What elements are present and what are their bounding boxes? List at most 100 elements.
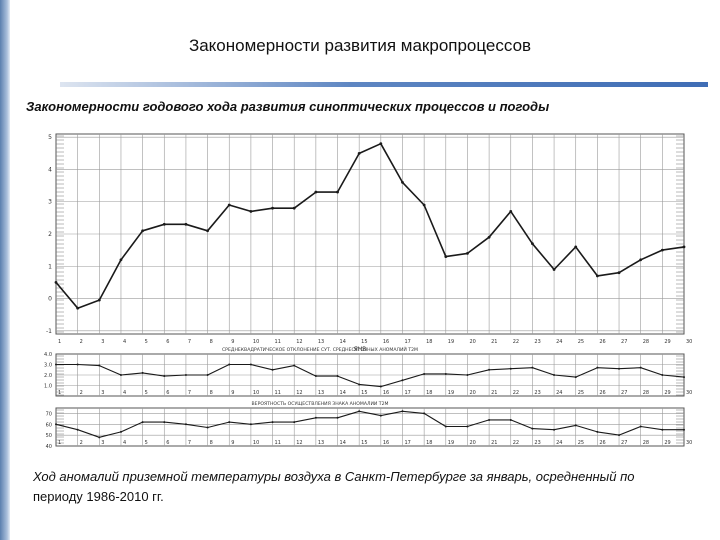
- std-xtick-label: 7: [188, 390, 191, 396]
- prob-data-point: [271, 421, 274, 424]
- prob-xtick-label: 30: [686, 440, 692, 446]
- std-xtick-label: 6: [166, 390, 169, 396]
- caption-period: периоду 1986-2010 гг.: [33, 489, 164, 504]
- std-xtick-label: 21: [491, 390, 497, 396]
- main-xtick-label: 11: [275, 339, 281, 345]
- main-data-point: [595, 274, 599, 278]
- prob-data-point: [618, 434, 621, 437]
- main-xtick-label: 17: [404, 339, 410, 345]
- title-underline: [60, 82, 708, 87]
- main-ytick-label: 1: [48, 263, 52, 270]
- prob-frame: [55, 407, 685, 447]
- prob-xtick-label: 16: [383, 440, 389, 446]
- prob-data-point: [314, 416, 317, 419]
- main-xtick-label: 13: [318, 339, 324, 345]
- prob-data-point: [574, 424, 577, 427]
- std-data-point: [314, 375, 317, 378]
- std-data-point: [466, 374, 469, 376]
- prob-xtick-label: 9: [231, 440, 234, 446]
- main-xtick-label: 23: [534, 339, 540, 345]
- std-xtick-label: 30: [686, 390, 692, 396]
- prob-data-point: [55, 423, 57, 426]
- prob-xtick-label: 27: [621, 440, 627, 446]
- prob-xtick-label: 12: [296, 440, 302, 446]
- caption-italic: Ход аномалий приземной температуры возду…: [33, 469, 635, 484]
- prob-xtick-label: 25: [578, 440, 584, 446]
- main-xaxis-label: ЯНВ: [354, 346, 367, 353]
- slide-title: Закономерности развития макропроцессов: [188, 36, 532, 55]
- prob-data-point: [639, 425, 642, 428]
- prob-data-point: [206, 426, 209, 429]
- std-ytick-label: 4.0: [44, 352, 52, 358]
- prob-xtick-label: 13: [318, 440, 324, 446]
- prob-data-point: [509, 418, 512, 421]
- prob-ytick-label: 50: [46, 433, 52, 439]
- std-xtick-label: 23: [534, 390, 540, 396]
- std-xtick-label: 4: [123, 390, 126, 396]
- prob-xtick-label: 18: [426, 440, 432, 446]
- std-xtick-label: 10: [253, 390, 259, 396]
- main-ytick-label: 3: [48, 199, 52, 206]
- prob-data-point: [531, 427, 534, 430]
- main-xtick-label: 20: [469, 339, 475, 345]
- std-series-line: [56, 363, 685, 388]
- main-xtick-label: 10: [253, 339, 259, 345]
- chart-figure: -1 0 1 2 3 4 5 1 2 3 4 5 6 7 8 9 10 11 12 13 14 15 16 17 18 19 20 2…: [40, 128, 700, 454]
- main-xtick-label: 19: [448, 339, 454, 345]
- prob-xtick-label: 19: [448, 440, 454, 446]
- prob-data-point: [401, 410, 404, 413]
- main-xtick-label: 22: [513, 339, 519, 345]
- prob-xtick-label: 22: [513, 440, 519, 446]
- prob-data-point: [98, 436, 101, 439]
- std-data-point: [423, 372, 426, 375]
- main-data-point: [141, 229, 145, 233]
- prob-data-point: [293, 421, 296, 424]
- std-xtick-label: 29: [664, 390, 670, 396]
- prob-xtick-label: 24: [556, 440, 562, 446]
- prob-data-point: [76, 428, 79, 431]
- std-data-point: [293, 364, 296, 367]
- main-data-point: [271, 206, 274, 210]
- std-xtick-label: 11: [275, 390, 281, 396]
- std-xtick-label: 19: [448, 390, 454, 396]
- main-xtick-label: 15: [361, 339, 367, 345]
- std-xtick-label: 1: [58, 390, 61, 396]
- main-data-point: [206, 229, 209, 233]
- main-data-point: [682, 245, 686, 249]
- main-xtick-label: 7: [188, 339, 191, 345]
- prob-data-point: [249, 423, 252, 426]
- std-xtick-label: 3: [101, 390, 104, 396]
- main-xtick-label: 9: [231, 339, 234, 345]
- main-data-point: [292, 206, 296, 210]
- prob-ytick-label: 40: [46, 444, 52, 450]
- std-data-point: [141, 371, 144, 374]
- prob-xtick-label: 1: [58, 440, 61, 446]
- std-data-point: [531, 366, 534, 369]
- prob-data-point: [444, 425, 447, 428]
- std-xtick-label: 26: [599, 390, 605, 396]
- prob-panel-caption: ВЕРОЯТНОСТЬ ОСУЩЕСТВЛЕНИЯ ЗНАКА АНОМАЛИИ…: [252, 401, 389, 407]
- std-data-point: [228, 363, 231, 366]
- std-xtick-label: 22: [513, 390, 519, 396]
- main-ytick-label: 4: [48, 166, 52, 173]
- main-data-point: [444, 255, 448, 258]
- main-data-point: [97, 298, 101, 302]
- main-xtick-label: 28: [643, 339, 649, 345]
- prob-xtick-label: 21: [491, 440, 497, 446]
- main-data-point: [487, 235, 491, 239]
- main-xtick-label: 2: [80, 339, 83, 345]
- prob-xtick-label: 4: [123, 440, 126, 446]
- main-xtick-label: 29: [664, 339, 670, 345]
- prob-data-point: [119, 430, 122, 433]
- main-series-line: [55, 142, 685, 309]
- std-ytick-label: 1.0: [44, 384, 52, 390]
- std-xtick-label: 8: [210, 390, 213, 396]
- main-xtick-label: 6: [166, 339, 169, 345]
- std-xtick-label: 24: [556, 390, 562, 396]
- main-data-point: [249, 210, 253, 213]
- main-data-point: [379, 142, 383, 146]
- prob-xtick-label: 20: [469, 440, 475, 446]
- main-xtick-label: 1: [58, 339, 61, 345]
- std-data-point: [488, 368, 491, 371]
